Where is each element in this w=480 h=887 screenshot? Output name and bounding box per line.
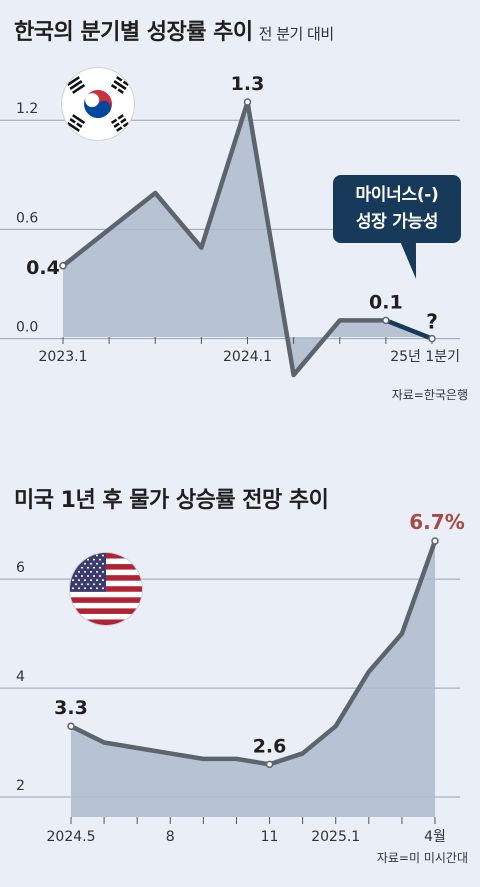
callout-line-1: 마이너스(-) <box>355 185 439 205</box>
area-fill <box>63 102 432 375</box>
area-fill <box>71 541 435 817</box>
data-point-marker <box>243 98 252 106</box>
data-point-marker <box>265 760 274 769</box>
data-point-marker <box>431 537 439 545</box>
data-point-marker <box>59 262 67 270</box>
x-tick-label: 25년 1분기 <box>390 349 460 365</box>
data-label: 1.3 <box>231 73 265 95</box>
series-line <box>70 540 438 767</box>
south-korea-flag-icon <box>62 68 134 140</box>
chart-subtitle: 전 분기 대비 <box>258 25 335 43</box>
series-line <box>61 99 386 378</box>
chart-title-text: 한국의 분기별 성장률 추이 <box>14 20 253 45</box>
x-tick-label: 8 <box>166 829 175 845</box>
x-tick-label: 2024.1 <box>223 349 272 365</box>
us-inflation-panel: 미국 1년 후 물가 상승률 전망 추이 2 4 6 2024.5 8 11 2025.1 4… <box>0 440 480 887</box>
data-label: 2.6 <box>253 735 287 757</box>
callout-line-2: 성장 가능성 <box>355 212 439 232</box>
negative-growth-callout: 마이너스(-) 성장 가능성 <box>333 175 461 243</box>
x-tick-label: 11 <box>261 829 279 845</box>
data-label: 3.3 <box>54 697 88 719</box>
data-label: 6.7% <box>409 510 464 534</box>
usa-flag-icon <box>70 553 142 625</box>
data-label: ? <box>426 310 438 334</box>
source-note: 자료=한국은행 <box>391 388 468 402</box>
series-line-projection <box>385 318 433 341</box>
y-tick-label: 6 <box>16 560 25 576</box>
y-tick-label: 1.2 <box>16 101 38 117</box>
korea-growth-panel: 한국의 분기별 성장률 추이 전 분기 대비 0.0 0.6 1.2 2023.1 202… <box>0 0 480 440</box>
data-label: 0.1 <box>369 291 403 313</box>
x-tick-label: 2023.1 <box>39 349 88 365</box>
chart-title: 한국의 분기별 성장률 추이 전 분기 대비 <box>14 14 334 46</box>
y-tick-label: 2 <box>16 778 25 794</box>
x-tick-label: 4월 <box>424 829 446 845</box>
us-inflation-chart: 2 4 6 2024.5 8 11 2025.1 4월 3.3 2.6 6.7% <box>0 510 465 845</box>
chart-title: 미국 1년 후 물가 상승률 전망 추이 <box>14 488 329 513</box>
source-note: 자료=미 미시간대 <box>376 851 468 865</box>
data-label: 0.4 <box>26 257 60 279</box>
x-tick-label: 2025.1 <box>311 829 360 845</box>
data-point-marker <box>428 334 436 343</box>
data-point-marker <box>67 722 75 730</box>
korea-growth-chart: 0.0 0.6 1.2 2023.1 2024.1 25년 1분기 0.4 1.3 0.1? <box>0 73 460 378</box>
x-tick-label: 2024.5 <box>47 829 96 845</box>
y-tick-label: 4 <box>16 669 25 685</box>
data-point-marker <box>382 316 390 325</box>
y-tick-label: 0.6 <box>16 210 38 226</box>
y-tick-label: 0.0 <box>16 320 38 336</box>
